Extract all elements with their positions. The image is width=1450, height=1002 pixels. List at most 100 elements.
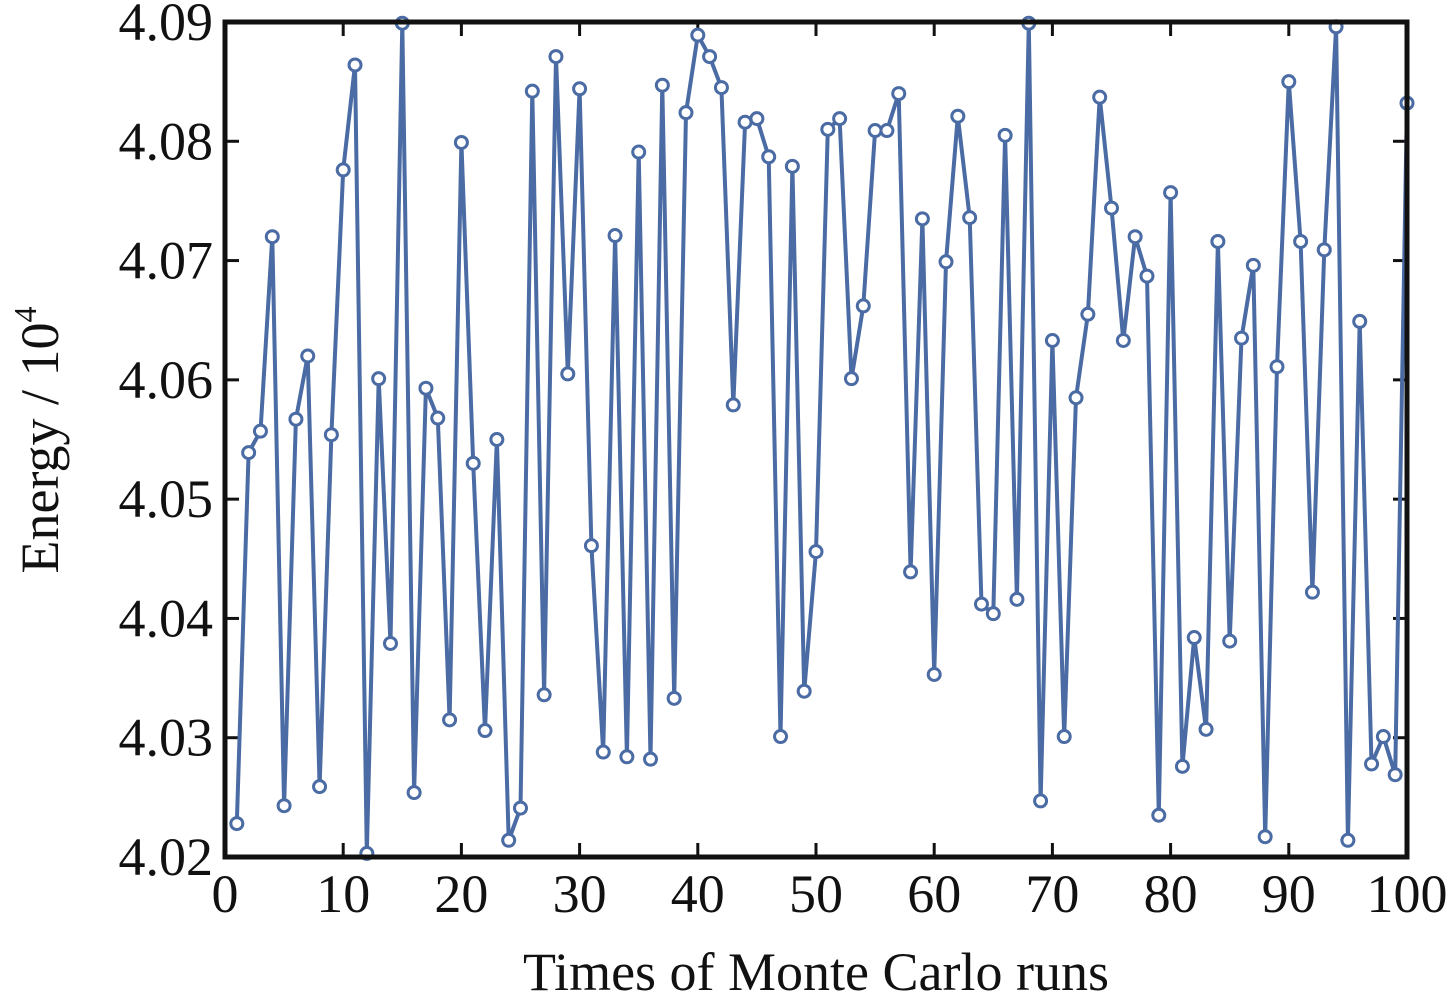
data-point [583,538,599,554]
x-tick-label: 100 [1367,864,1448,924]
data-point [524,83,540,99]
data-point [1163,185,1179,201]
data-point [229,816,245,832]
data-point [323,427,339,443]
data-point [1044,332,1060,348]
data-point [1222,633,1238,649]
y-axis-label-exponent: 4 [7,307,43,323]
data-point [761,149,777,165]
data-point [1139,268,1155,284]
y-tick-label: 4.03 [119,708,214,768]
x-tick-label: 0 [212,864,239,924]
data-point [666,690,682,706]
data-point [713,80,729,96]
y-axis-label: Energy / 104 [7,307,70,574]
data-point [1304,584,1320,600]
data-point [1174,758,1190,774]
data-point [903,564,919,580]
data-point [560,366,576,382]
data-point [985,606,1001,622]
data-point [784,158,800,174]
data-point [513,800,528,816]
data-point [453,134,469,150]
x-tick-label: 30 [553,864,607,924]
data-point [572,81,588,97]
data-point [1115,332,1131,348]
data-point [619,749,635,765]
data-point [1364,756,1380,772]
data-point [914,211,930,227]
data-point [997,127,1013,143]
x-tick-label: 10 [316,864,370,924]
data-point [643,751,659,767]
data-point [1340,832,1356,848]
data-point [1080,306,1096,322]
data-point [1281,74,1297,90]
data-point [1257,829,1273,845]
series-line [234,21,1409,856]
data-point [962,210,978,226]
data-point [252,423,268,439]
data-point [241,445,257,461]
data-point [276,798,292,814]
data-point [843,371,859,387]
series-markers [229,15,1415,861]
data-point [702,49,718,65]
data-point [477,723,493,739]
y-tick-label: 4.05 [119,469,214,529]
data-point [312,779,328,795]
data-point [607,228,623,244]
data-point [1092,89,1108,105]
data-point [1009,591,1025,607]
data-point [371,371,387,387]
x-tick-label: 40 [671,864,725,924]
data-point [926,666,942,682]
data-point [773,729,789,745]
data-point [855,298,871,314]
data-point [1245,257,1261,273]
data-point [288,411,304,427]
x-tick-label: 70 [1025,864,1079,924]
data-point [536,687,552,703]
data-point [1186,630,1202,646]
y-tick-labels: 4.02 4.03 4.04 4.05 4.06 4.07 4.08 4.09 [119,0,214,887]
x-tick-labels: 0 10 20 30 40 50 60 70 80 90 100 [212,864,1448,924]
data-point [879,123,895,139]
y-tick-label: 4.07 [119,231,214,291]
y-tick-label: 4.04 [119,588,214,648]
data-point [489,432,505,447]
data-point [808,544,824,560]
data-point [938,254,954,270]
y-tick-label: 4.02 [119,827,214,887]
x-tick-label: 20 [434,864,488,924]
data-point [501,832,517,848]
y-tick-label: 4.08 [119,111,214,171]
data-point [1352,313,1368,329]
data-point [442,712,458,728]
data-point [820,121,836,137]
data-point [1316,242,1332,258]
data-point [430,410,446,426]
data-point [678,105,694,121]
x-tick-label: 90 [1262,864,1316,924]
data-point [418,380,434,396]
data-point [1056,729,1072,745]
data-point [973,596,989,612]
x-axis-label: Times of Monte Carlo runs [523,942,1109,1002]
data-point [1234,330,1250,346]
data-point [690,27,706,43]
data-point [1104,200,1119,216]
data-point [382,635,398,651]
x-tick-label: 60 [907,864,961,924]
data-point [335,162,351,178]
data-point [595,744,611,760]
y-tick-label: 4.09 [119,0,214,52]
data-point [725,397,741,413]
y-tick-label: 4.06 [119,350,214,410]
data-point [867,123,883,139]
data-point [1033,793,1049,809]
data-point [1269,359,1285,375]
data-point [347,57,363,73]
x-tick-label: 80 [1144,864,1198,924]
